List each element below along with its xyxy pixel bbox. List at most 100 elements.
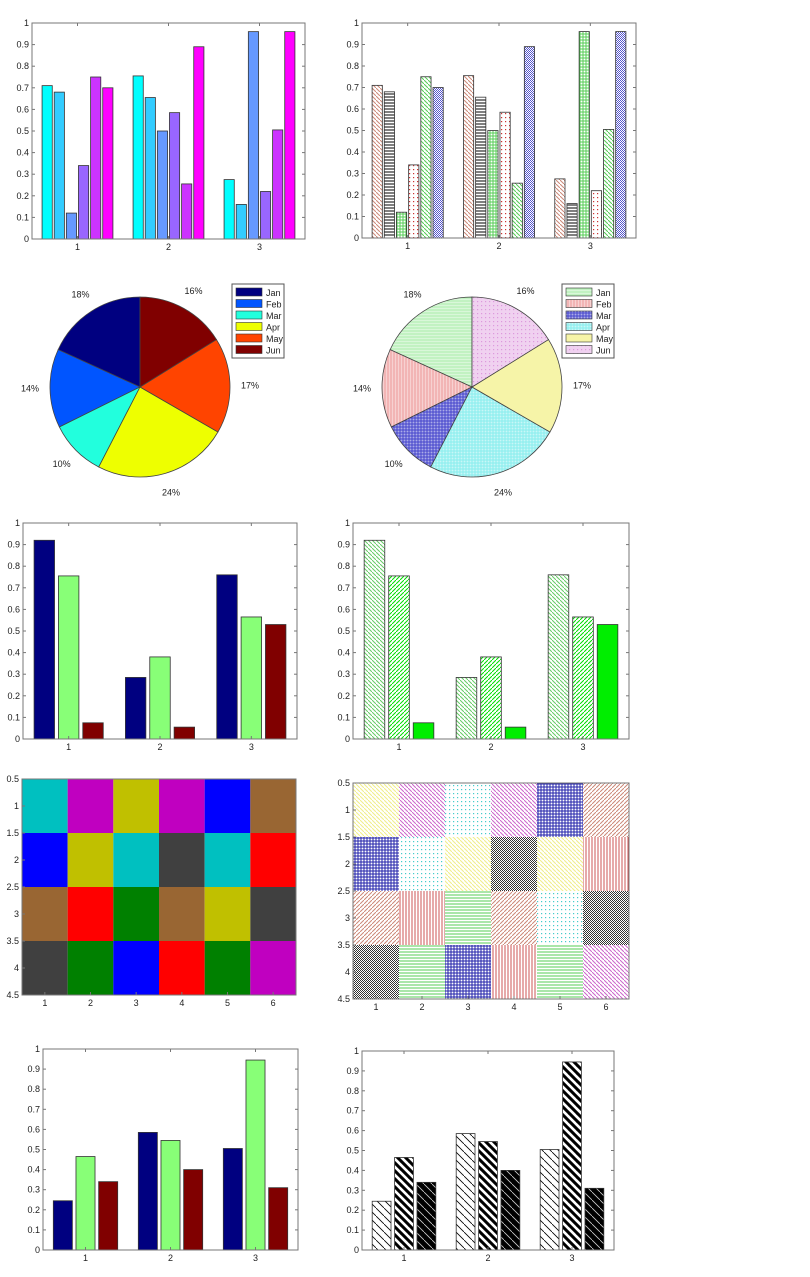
y-tick-label: 0 [354, 1245, 359, 1255]
y-tick-label: 0.1 [346, 212, 359, 222]
legend-swatch [565, 310, 593, 320]
x-tick-label: 2 [488, 742, 493, 752]
y-tick-label: 0.4 [337, 648, 350, 658]
bar [584, 1187, 605, 1251]
bar [596, 624, 619, 740]
x-tick-label: 6 [603, 1002, 608, 1012]
y-tick-label: 0.2 [346, 1205, 359, 1215]
heatmap-cell [399, 891, 445, 945]
bar [499, 111, 511, 239]
y-tick-label: 0.9 [16, 40, 29, 50]
x-tick-label: 1 [83, 1253, 88, 1263]
y-tick-label: 1.5 [337, 832, 350, 842]
heatmap-cell [204, 779, 251, 833]
bar-colored-3a: 0 0.1 0.2 0.3 0.4 0.5 0.6 0.7 0.8 0.9 1 1 2 3 [7, 518, 298, 752]
heatmap-cell [537, 783, 583, 837]
y-tick-label: 1 [345, 518, 350, 528]
pie-percent-label: 17% [241, 380, 259, 390]
bar [98, 1181, 119, 1251]
bar [371, 84, 383, 239]
y-tick-label: 2 [14, 855, 19, 865]
heatmap-cell [583, 837, 629, 891]
x-tick-label: 4 [179, 998, 184, 1008]
x-tick-label: 6 [271, 998, 276, 1008]
bar [58, 575, 80, 740]
heatmap-cell [22, 887, 68, 941]
bar [52, 1200, 73, 1251]
bar [260, 191, 272, 240]
bar [245, 1059, 266, 1251]
x-tick-label: 1 [401, 1253, 406, 1263]
y-tick-label: 2.5 [337, 886, 350, 896]
y-tick-label: 0 [35, 1245, 40, 1255]
bar [511, 182, 523, 239]
x-tick-label: 3 [249, 742, 254, 752]
bar [265, 624, 287, 740]
legend-label: May [266, 334, 284, 344]
bar [272, 129, 284, 240]
bar [487, 130, 499, 239]
bar [75, 1156, 96, 1251]
heatmap-cell [399, 945, 445, 999]
bar [363, 539, 386, 740]
legend-swatch [235, 287, 263, 297]
y-tick-label: 2 [345, 859, 350, 869]
heatmap-cell [250, 887, 296, 941]
pie-slice [49, 349, 141, 428]
legend-label: Apr [266, 323, 280, 333]
heatmap-cell [537, 891, 583, 945]
bar [371, 1200, 392, 1251]
legend-label: Jun [596, 346, 611, 356]
legend-label: Jun [266, 346, 281, 356]
bar [223, 179, 235, 240]
bar [169, 112, 181, 240]
bar [478, 1141, 498, 1251]
heatmap-cell [537, 837, 583, 891]
y-tick-label: 4 [345, 967, 350, 977]
bar [432, 87, 444, 239]
bar-colored-3b: 0 0.1 0.2 0.3 0.4 0.5 0.6 0.7 0.8 0.9 1 1 2 3 [27, 1044, 299, 1263]
heatmap-cell [583, 783, 629, 837]
bar [578, 31, 590, 239]
bar [33, 539, 55, 740]
x-tick-label: 3 [588, 241, 593, 251]
pie-slice [471, 338, 563, 433]
y-tick-label: 1 [14, 801, 19, 811]
bar [463, 75, 475, 239]
legend-label: Feb [596, 300, 612, 310]
x-tick-label: 2 [419, 1002, 424, 1012]
bar [183, 1169, 204, 1251]
y-tick-label: 0.1 [16, 212, 29, 222]
pie-slice [57, 296, 141, 388]
y-tick-label: 0.3 [346, 169, 359, 179]
x-tick-label: 3 [465, 1002, 470, 1012]
y-tick-label: 0 [345, 734, 350, 744]
y-tick-label: 1 [354, 1046, 359, 1056]
legend-swatch [565, 322, 593, 331]
x-tick-label: 1 [373, 1002, 378, 1012]
y-tick-label: 0.3 [7, 669, 20, 679]
heatmap-cell [445, 945, 491, 999]
heatmap-cell [353, 945, 399, 999]
bar [394, 1157, 414, 1251]
y-tick-label: 0.1 [27, 1225, 40, 1235]
heatmap-cell [67, 833, 114, 887]
heatmap-cell [67, 941, 114, 995]
y-tick-label: 0 [15, 734, 20, 744]
heatmap-cell [113, 833, 159, 887]
pie-percent-label: 24% [162, 488, 180, 498]
bar [144, 97, 156, 240]
legend-swatch [235, 322, 263, 331]
bar [216, 574, 238, 740]
y-tick-label: 3.5 [6, 936, 19, 946]
bar [235, 204, 247, 240]
y-tick-label: 0.7 [346, 1106, 359, 1116]
heatmap-cell [113, 941, 159, 995]
bar [396, 211, 408, 239]
bar-hatched-3a: 0 0.1 0.2 0.3 0.4 0.5 0.6 0.7 0.8 0.9 1 1 2 3 [337, 518, 630, 752]
bar [247, 31, 259, 240]
y-tick-label: 1 [15, 518, 20, 528]
